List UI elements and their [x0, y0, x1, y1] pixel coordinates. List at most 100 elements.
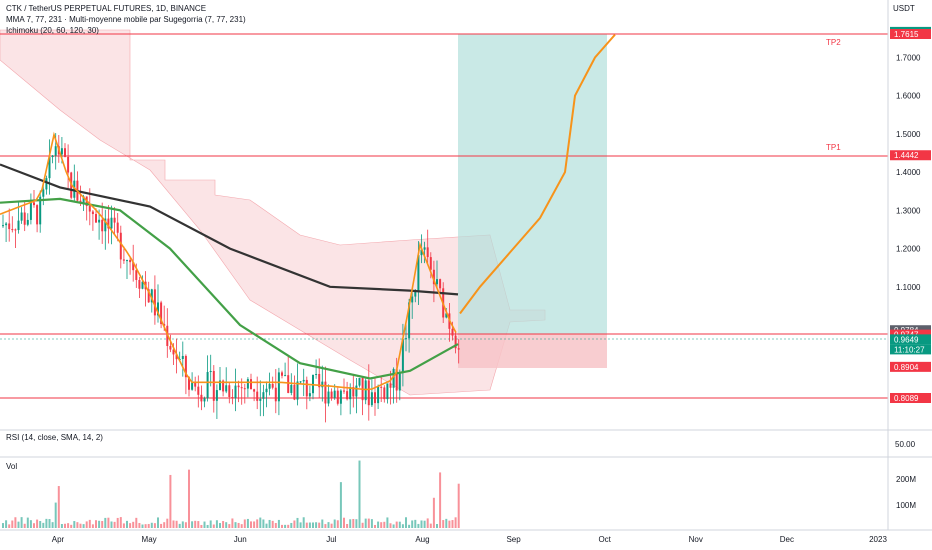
volume-bar	[386, 517, 389, 528]
volume-bar	[439, 472, 442, 528]
candle	[11, 216, 14, 233]
candle	[219, 367, 221, 391]
candle	[91, 210, 94, 231]
ma-slow-line	[0, 163, 459, 296]
candle	[141, 275, 144, 290]
candle	[169, 334, 172, 353]
volume-bar	[367, 518, 370, 528]
volume-bar	[219, 523, 221, 528]
volume-bar	[429, 523, 432, 528]
volume-bar	[88, 519, 91, 528]
price-tick: 1.6000	[896, 92, 921, 101]
volume-bar	[203, 521, 206, 528]
volume-bar	[26, 517, 29, 528]
price-tag: 11:10:27	[890, 344, 931, 355]
candle	[45, 175, 48, 195]
candle	[358, 377, 361, 388]
volume-bar	[51, 522, 54, 528]
candle	[457, 339, 460, 364]
volume-bar	[417, 523, 420, 528]
volume-bar	[457, 483, 460, 528]
time-axis[interactable]: Apr May Jun Jul Aug Sep Oct Nov Dec 2023	[52, 535, 888, 544]
candle	[29, 193, 32, 225]
candle	[2, 214, 4, 228]
price-tick: 1.2000	[896, 245, 921, 254]
candle	[281, 370, 283, 379]
time-tick: 2023	[869, 535, 887, 544]
volume-bar	[243, 519, 246, 528]
currency-label: USDT	[893, 4, 915, 13]
volume-bar	[265, 523, 268, 528]
candle	[253, 388, 256, 402]
volume-bar	[377, 521, 380, 528]
volume-bar	[160, 523, 163, 528]
volume-bar	[157, 517, 159, 528]
volume-bar	[321, 519, 324, 528]
volume-bar	[445, 518, 448, 528]
volume-bar	[17, 521, 20, 528]
volume-bar	[153, 523, 156, 528]
main-pane[interactable]	[0, 0, 888, 430]
candle	[48, 139, 51, 195]
volume-bar	[122, 523, 125, 528]
time-tick: Jul	[326, 535, 336, 544]
volume-bar	[33, 523, 35, 528]
time-tick: Jun	[234, 535, 247, 544]
volume-bar	[172, 520, 175, 528]
candle	[262, 384, 265, 417]
volume-bar	[57, 486, 60, 528]
candle	[380, 376, 383, 403]
vol-label[interactable]: Vol	[6, 462, 18, 471]
candle	[206, 355, 209, 402]
volume-bar	[281, 524, 283, 528]
candle	[101, 202, 104, 244]
price-tag: 0.9649	[890, 334, 931, 345]
candle	[119, 225, 122, 269]
ichimoku-indicator-label[interactable]: Ichimoku (20, 60, 120, 30)	[6, 26, 99, 35]
svg-text:11:10:27: 11:10:27	[894, 345, 925, 354]
candle	[383, 385, 386, 403]
volume-bar	[308, 522, 311, 528]
volume-bar	[256, 519, 259, 528]
candle	[36, 204, 39, 233]
loss-zone[interactable]	[458, 334, 607, 368]
volume-bar	[119, 517, 122, 528]
volume-bar	[374, 524, 376, 528]
volume-bar	[454, 517, 457, 528]
candle	[284, 362, 287, 377]
volume-bar	[290, 522, 293, 528]
mma-indicator-label[interactable]: MMA 7, 77, 231 · Multi-moyenne mobile pa…	[6, 15, 246, 24]
volume-bars[interactable]	[2, 460, 460, 528]
candle	[343, 378, 345, 394]
candle	[212, 365, 215, 413]
price-axis[interactable]	[888, 0, 932, 550]
tp1-label: TP1	[826, 143, 841, 152]
volume-bar	[95, 520, 97, 528]
volume-bar	[48, 519, 51, 528]
volume-bar	[389, 523, 392, 528]
volume-bar	[392, 524, 395, 528]
candle	[188, 376, 190, 397]
volume-bar	[401, 524, 404, 528]
volume-bar	[343, 517, 345, 528]
candle	[318, 358, 321, 398]
volume-bar	[135, 517, 138, 528]
volume-bar	[234, 522, 237, 528]
volume-bar	[315, 522, 318, 528]
candle	[305, 376, 308, 410]
price-tag: 0.8089	[890, 393, 931, 403]
volume-bar	[420, 520, 423, 528]
volume-bar	[116, 517, 119, 528]
projection-path[interactable]	[459, 33, 616, 315]
candle	[33, 189, 35, 208]
vol-tick-200m: 200M	[896, 475, 916, 484]
volume-bar	[284, 524, 287, 528]
candle	[324, 366, 327, 423]
candle	[290, 373, 293, 396]
volume-bar	[277, 519, 280, 528]
candle	[126, 259, 128, 279]
rsi-label[interactable]: RSI (14, close, SMA, 14, 2)	[6, 433, 103, 442]
volume-bar	[324, 524, 327, 528]
volume-bar	[138, 522, 141, 528]
